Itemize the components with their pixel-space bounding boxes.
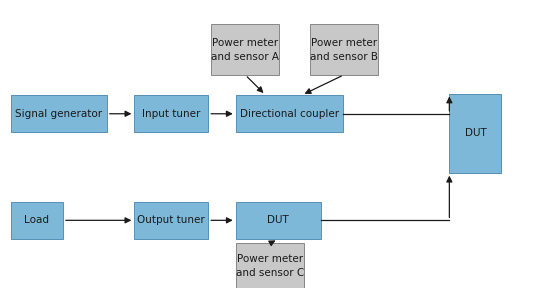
FancyBboxPatch shape <box>211 24 279 75</box>
Text: Input tuner: Input tuner <box>142 109 201 119</box>
FancyBboxPatch shape <box>236 202 321 239</box>
Text: Output tuner: Output tuner <box>138 215 205 225</box>
FancyBboxPatch shape <box>236 243 304 288</box>
FancyBboxPatch shape <box>449 94 501 173</box>
FancyBboxPatch shape <box>134 202 208 239</box>
FancyBboxPatch shape <box>11 95 107 132</box>
Text: Signal generator: Signal generator <box>15 109 102 119</box>
FancyBboxPatch shape <box>134 95 208 132</box>
Text: DUT: DUT <box>465 128 486 138</box>
Text: Power meter
and sensor B: Power meter and sensor B <box>310 38 378 62</box>
Text: DUT: DUT <box>267 215 289 225</box>
Text: Power meter
and sensor C: Power meter and sensor C <box>236 254 304 278</box>
FancyBboxPatch shape <box>236 95 342 132</box>
Text: Power meter
and sensor A: Power meter and sensor A <box>211 38 279 62</box>
Text: Directional coupler: Directional coupler <box>239 109 339 119</box>
FancyBboxPatch shape <box>11 202 63 239</box>
Text: Load: Load <box>25 215 49 225</box>
FancyBboxPatch shape <box>310 24 378 75</box>
